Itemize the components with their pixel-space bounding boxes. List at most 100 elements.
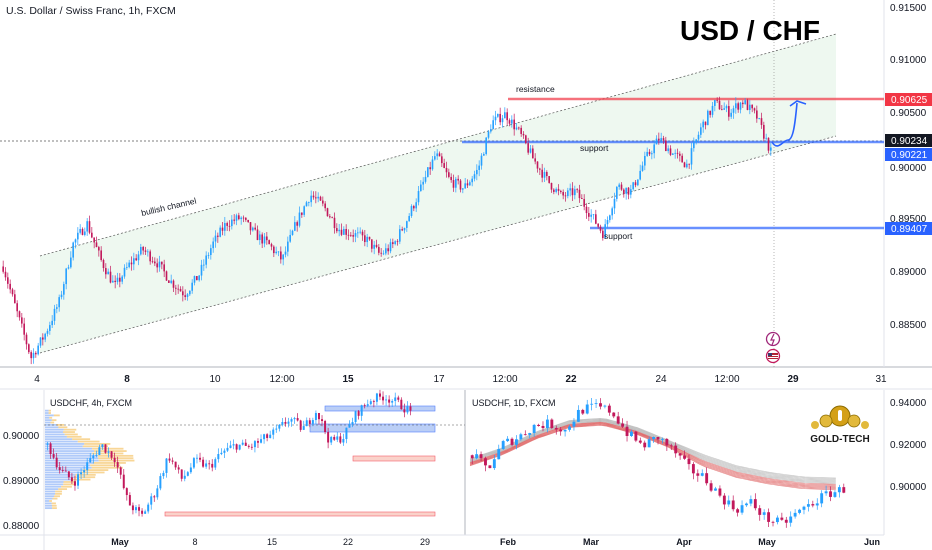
left-candle-body — [73, 481, 76, 486]
left-price-tick: 0.90000 — [3, 431, 40, 442]
main-candle-body — [224, 223, 226, 231]
main-candle-body — [618, 184, 620, 187]
left-candle-body — [324, 421, 327, 433]
right-candle-body — [829, 491, 832, 497]
main-candle-body — [697, 134, 700, 140]
left-candle-body — [211, 463, 214, 468]
left-candle-body — [192, 458, 195, 468]
left-time-tick: 22 — [343, 537, 353, 547]
right-candle-body — [749, 499, 753, 504]
left-candle-body — [171, 460, 174, 462]
main-candle-body — [676, 152, 679, 154]
main-candle-body — [406, 221, 408, 228]
right-price-tick: 0.90000 — [890, 482, 927, 493]
profile-bar-blue — [45, 431, 63, 433]
main-candle-body — [424, 176, 427, 182]
right-candle-body — [767, 512, 771, 522]
right-candle-body — [758, 508, 762, 515]
main-candle-body — [212, 241, 214, 249]
main-candle-body — [669, 148, 672, 155]
left-candle-body — [296, 418, 299, 421]
right-candle-body — [709, 483, 713, 491]
main-candle-body — [345, 228, 347, 235]
time-tick: 15 — [342, 374, 354, 385]
right-candle-body — [541, 425, 545, 429]
main-candle-body — [408, 215, 410, 222]
main-candle-body — [354, 233, 357, 237]
main-candle-body — [459, 180, 462, 190]
main-candle-body — [455, 178, 457, 188]
us-flag-icon[interactable] — [765, 348, 781, 364]
price-tag-last-label: 0.90234 — [891, 136, 928, 147]
profile-bar-blue — [45, 440, 78, 443]
main-candle-body — [161, 261, 163, 265]
ma-ribbon-line — [469, 424, 836, 491]
main-candle-body — [436, 153, 438, 157]
main-candle-body — [154, 261, 156, 264]
main-candle-body — [534, 158, 536, 162]
profile-bar-yellow — [48, 409, 51, 412]
profile-bar-yellow — [52, 497, 58, 500]
main-candle-body — [53, 308, 56, 321]
lightning-icon[interactable] — [765, 331, 781, 347]
right-candle-body — [736, 509, 740, 513]
profile-bar-yellow — [58, 488, 68, 491]
main-candle-body — [476, 169, 478, 175]
main-candle-body — [308, 202, 310, 203]
time-tick: 22 — [565, 374, 577, 385]
channel-lower-line[interactable] — [39, 135, 837, 354]
main-candle-body — [4, 271, 7, 278]
main-candle-body — [151, 261, 154, 263]
left-candle-body — [369, 401, 372, 405]
right-candle-body — [470, 455, 474, 459]
left-candle-body — [141, 510, 144, 514]
main-candle-body — [109, 271, 112, 283]
left-candle-body — [229, 445, 232, 448]
left-candle-body — [330, 436, 333, 443]
profile-bar-blue — [45, 478, 73, 481]
profile-bar-yellow — [48, 412, 51, 414]
left-candle-body — [202, 459, 205, 467]
left-candle-body — [275, 428, 278, 430]
main-candle-body — [602, 230, 604, 239]
projection-arrow — [771, 102, 798, 147]
ma-ribbon-line — [469, 423, 836, 489]
left-candle-body — [125, 488, 128, 496]
main-candle-body — [686, 163, 688, 168]
left-price-tick: 0.88000 — [3, 521, 40, 532]
right-candle-body — [585, 404, 589, 414]
main-candle-body — [221, 227, 224, 231]
main-candle-body — [543, 172, 546, 178]
main-candle-body — [634, 182, 637, 186]
main-candle-body — [126, 267, 128, 268]
main-candle-body — [417, 191, 420, 203]
profile-bar-blue — [45, 481, 64, 483]
channel-upper-line[interactable] — [39, 33, 837, 257]
main-candle-body — [2, 266, 4, 272]
profile-bar-blue — [45, 469, 83, 471]
right-candle-body — [568, 426, 571, 430]
ma-ribbon — [469, 417, 836, 491]
profile-bar-blue — [45, 412, 49, 414]
main-candle-body — [291, 230, 294, 235]
main-candle-body — [646, 151, 648, 156]
main-candle-body — [660, 138, 662, 141]
right-candle-body — [753, 499, 757, 509]
price-tick: 0.89000 — [890, 267, 927, 278]
main-candle-body — [191, 282, 193, 291]
left-candle-body — [217, 454, 220, 460]
profile-bar-blue — [45, 464, 91, 467]
right-candle-body — [775, 517, 779, 523]
profile-bar-yellow — [63, 481, 76, 483]
left-candle-body — [360, 405, 363, 416]
main-candle-body — [296, 222, 298, 226]
main-candle-body — [158, 261, 161, 268]
main-candle-body — [639, 170, 641, 180]
main-candle-body — [737, 103, 739, 110]
left-candle-body — [354, 411, 357, 423]
left-candle-body — [406, 406, 409, 413]
left-candle-body — [183, 475, 186, 479]
main-candle-body — [44, 333, 46, 340]
main-candle-body — [322, 200, 324, 204]
left-candle-body — [388, 399, 391, 403]
